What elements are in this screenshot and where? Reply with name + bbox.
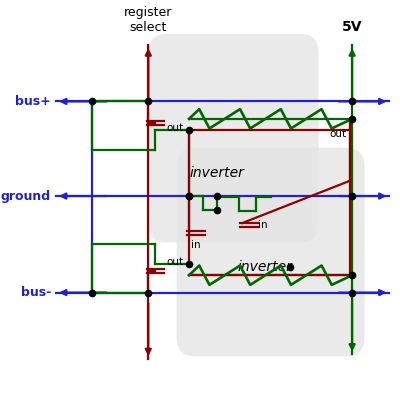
Text: out: out	[167, 123, 184, 134]
FancyBboxPatch shape	[148, 34, 318, 242]
Text: out: out	[330, 129, 347, 139]
Text: ground: ground	[1, 189, 51, 202]
Text: in: in	[258, 220, 268, 230]
FancyBboxPatch shape	[177, 148, 364, 356]
Text: 5V: 5V	[342, 20, 362, 34]
Text: bus-: bus-	[20, 286, 51, 299]
Text: inverter: inverter	[238, 261, 293, 274]
Text: register
select: register select	[124, 6, 172, 34]
Text: inverter: inverter	[190, 166, 245, 180]
Text: bus+: bus+	[15, 95, 51, 108]
Text: in: in	[191, 241, 200, 250]
Text: out: out	[167, 257, 184, 267]
